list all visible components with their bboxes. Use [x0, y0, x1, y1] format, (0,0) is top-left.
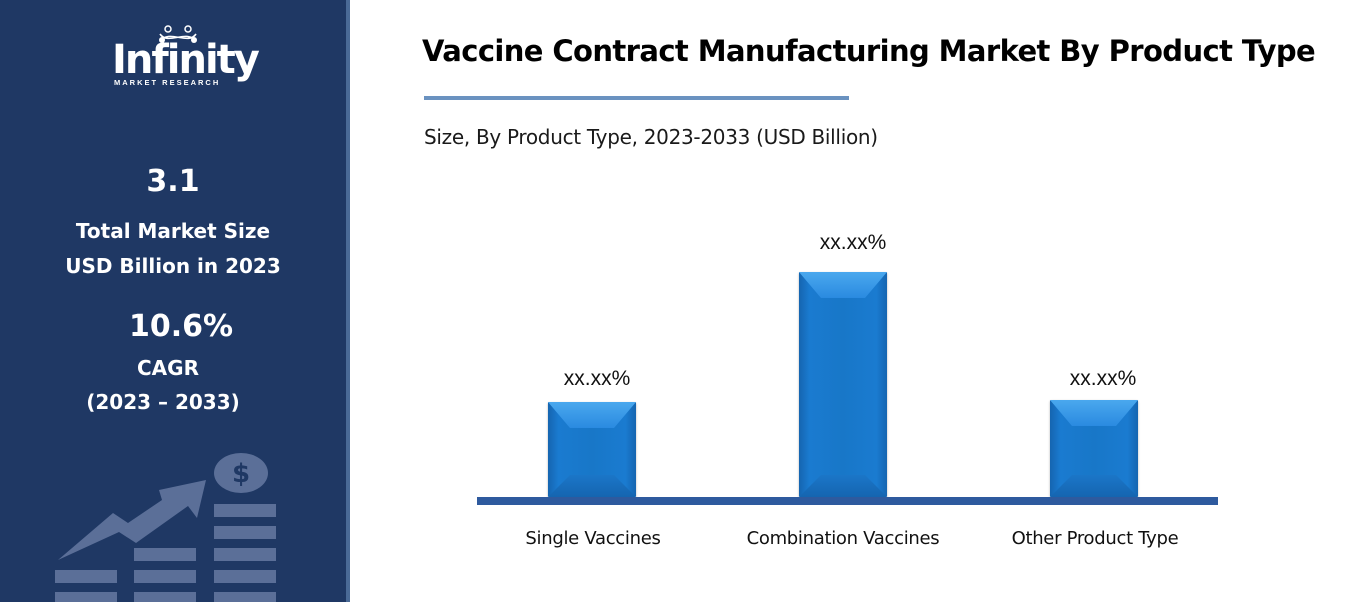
data-label-single: xx.xx%: [563, 367, 631, 390]
data-label-combination: xx.xx%: [819, 231, 887, 254]
chart-title: Vaccine Contract Manufacturing Market By…: [422, 34, 1316, 68]
title-underline: [424, 96, 849, 100]
cagr-period: (2023 – 2033): [86, 390, 240, 414]
market-size-value: 3.1: [146, 164, 200, 199]
logo-subtitle: MARKET RESEARCH: [114, 78, 221, 87]
svg-text:$: $: [232, 459, 250, 489]
market-size-label: Total Market Size: [75, 219, 271, 243]
logo-wordmark: Infinity: [112, 37, 260, 83]
cagr-label: CAGR: [137, 356, 199, 380]
chart-subtitle: Size, By Product Type, 2023-2033 (USD Bi…: [424, 125, 878, 149]
category-label-single: Single Vaccines: [525, 528, 661, 549]
sidebar: Infinity MARKET RESEARCH 3.1 Total Marke…: [0, 0, 346, 602]
logo: Infinity MARKET RESEARCH: [90, 22, 260, 92]
bar-other-product-type: [1050, 400, 1138, 497]
cagr-value: 10.6%: [128, 309, 234, 344]
logo-figures-icon: [159, 25, 197, 43]
growth-chart-dollar-icon: $: [55, 453, 276, 602]
sidebar-divider: [346, 0, 350, 602]
data-label-other: xx.xx%: [1069, 367, 1137, 390]
bar-combination-vaccines: [799, 272, 887, 497]
category-label-other: Other Product Type: [1011, 528, 1179, 549]
bar-single-vaccines: [548, 402, 636, 497]
market-size-unit: USD Billion in 2023: [65, 254, 281, 278]
x-axis-baseline: [477, 497, 1218, 505]
category-label-combination: Combination Vaccines: [746, 528, 940, 549]
